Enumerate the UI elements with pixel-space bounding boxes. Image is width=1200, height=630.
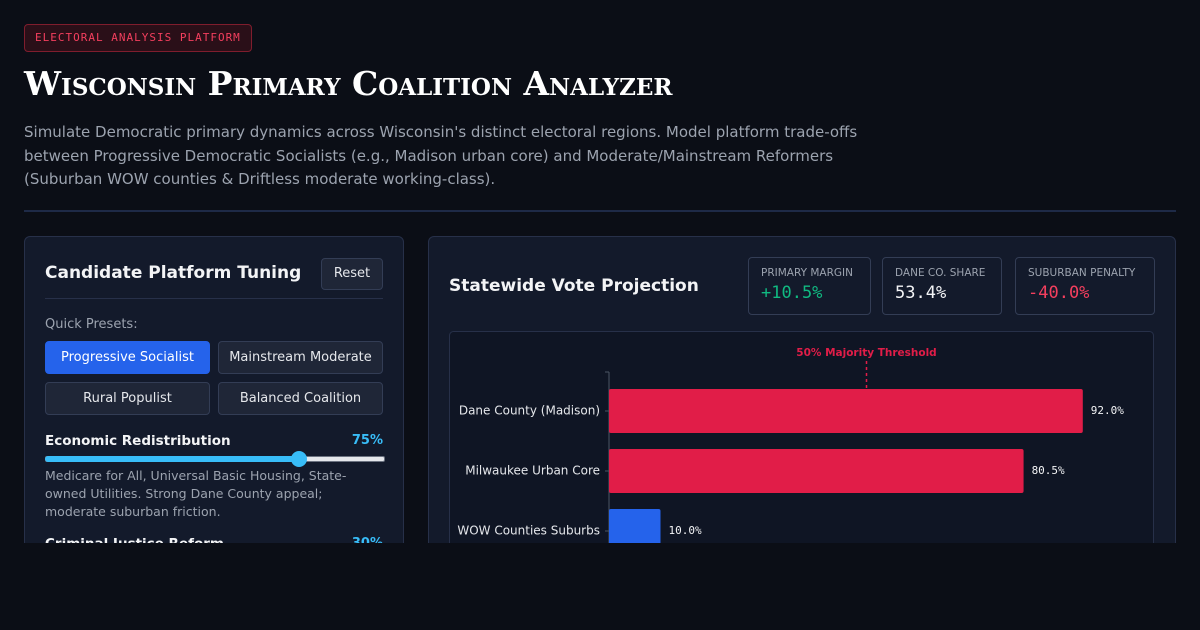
badge: ELECTORAL ANALYSIS PLATFORM	[24, 24, 252, 52]
projection-panel: Statewide Vote Projection PRIMARY MARGIN…	[428, 236, 1176, 566]
slider[interactable]	[45, 451, 385, 467]
value-label: 10.0%	[669, 524, 702, 537]
bar	[609, 389, 1083, 433]
category-label: WOW Counties Suburbs	[457, 524, 600, 538]
controls-panel: Candidate Platform Tuning Reset Quick Pr…	[24, 236, 404, 566]
preset-button[interactable]: Balanced Coalition	[218, 382, 383, 415]
page-title: Wisconsin Primary Coalition Analyzer	[24, 64, 673, 103]
category-label: Dane County (Madison)	[459, 404, 600, 418]
bar	[609, 509, 661, 553]
stat-value: 53.4%	[895, 283, 947, 303]
slider-thumb[interactable]	[290, 451, 307, 467]
bar	[609, 449, 1024, 493]
presets-label: Quick Presets:	[45, 317, 138, 332]
stat-card: SUBURBAN PENALTY -40.0%	[1015, 257, 1155, 315]
stat-label: SUBURBAN PENALTY	[1028, 267, 1136, 279]
preset-button[interactable]: Rural Populist	[45, 382, 210, 415]
slider-label: Economic Redistribution	[45, 433, 231, 449]
preset-button[interactable]: Progressive Socialist	[45, 341, 210, 374]
stat-value: -40.0%	[1028, 283, 1090, 303]
stat-card: DANE CO. SHARE 53.4%	[882, 257, 1002, 315]
divider	[45, 298, 383, 299]
panel-title: Candidate Platform Tuning	[45, 263, 302, 283]
background	[0, 543, 1200, 630]
stat-label: PRIMARY MARGIN	[761, 267, 853, 279]
stat-value: +10.5%	[761, 283, 823, 303]
divider	[24, 210, 1176, 212]
value-label: 80.5%	[1032, 464, 1065, 477]
slider-description: Medicare for All, Universal Basic Housin…	[45, 468, 347, 519]
stat-card: PRIMARY MARGIN +10.5%	[748, 257, 871, 315]
slider-value: 75%	[351, 433, 383, 448]
value-label: 92.0%	[1091, 404, 1124, 417]
preset-button[interactable]: Mainstream Moderate	[218, 341, 383, 374]
slider-fill	[45, 456, 299, 462]
stat-label: DANE CO. SHARE	[895, 267, 986, 279]
category-label: Milwaukee Urban Core	[465, 464, 600, 478]
description: Simulate Democratic primary dynamics acr…	[24, 123, 858, 188]
threshold-label: 50% Majority Threshold	[796, 347, 936, 359]
chart: Dane County (Madison) 92.0% Milwaukee Urba…	[449, 331, 1154, 565]
panel-title: Statewide Vote Projection	[449, 276, 699, 296]
reset-button[interactable]: Reset	[321, 258, 383, 290]
